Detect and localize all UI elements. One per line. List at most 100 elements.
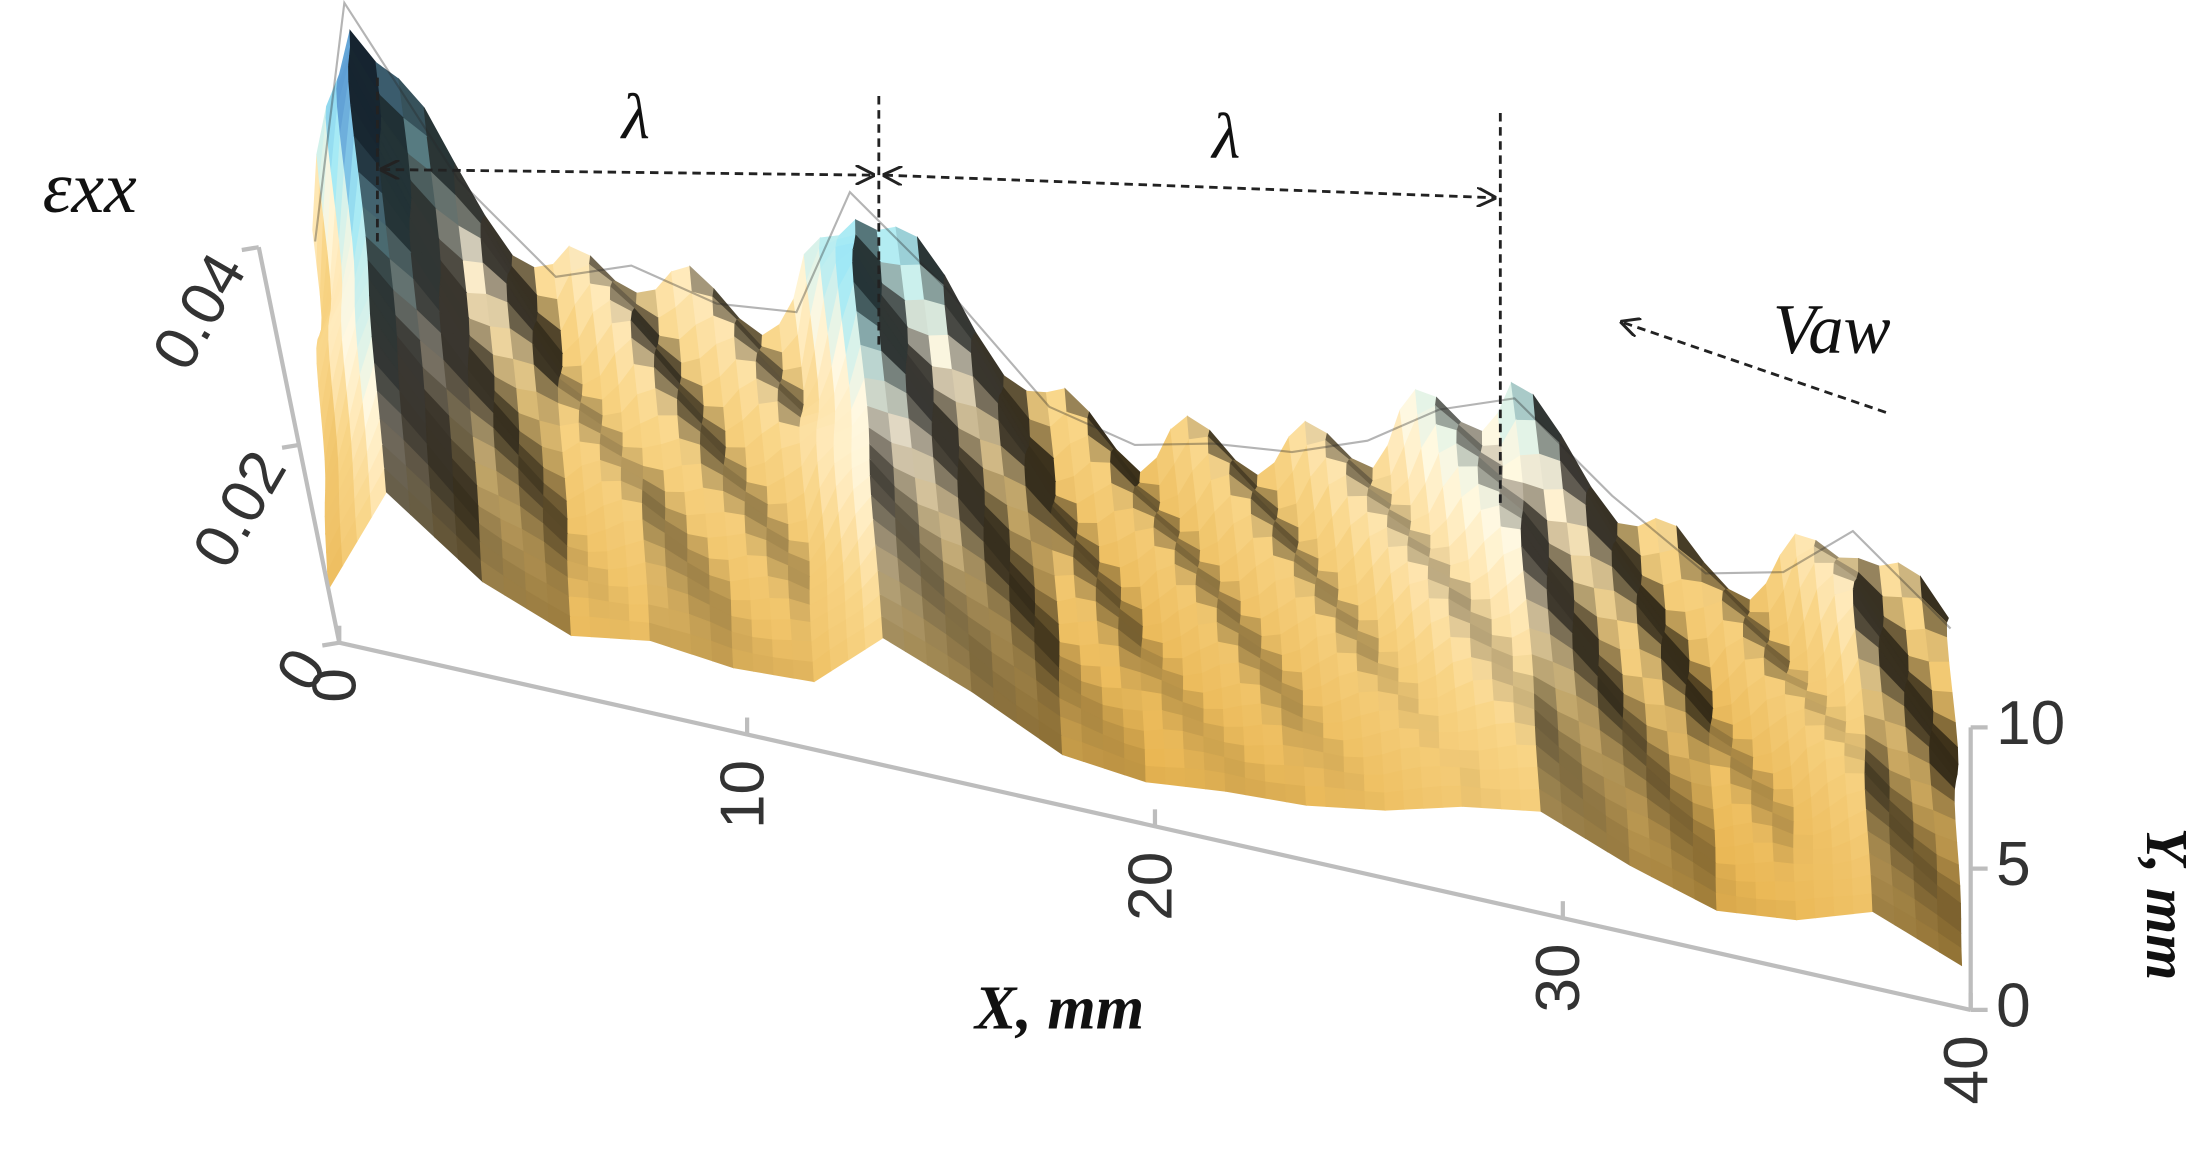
surface-facet bbox=[1183, 672, 1204, 694]
surface-facet bbox=[1162, 729, 1185, 751]
y-tick-label: 10 bbox=[1996, 689, 2065, 758]
surface-facet bbox=[569, 616, 592, 638]
surface-facet bbox=[629, 621, 651, 641]
surface-facet bbox=[1263, 744, 1285, 766]
y-axis-label: Y, mm bbox=[2134, 828, 2200, 981]
x-tick-label: 40 bbox=[1932, 1035, 2001, 1104]
surface-facet bbox=[1323, 721, 1345, 742]
surface-facet bbox=[589, 616, 612, 639]
surface-facet bbox=[1852, 874, 1873, 897]
surface-facet bbox=[1058, 622, 1081, 647]
surface-facet bbox=[1715, 892, 1738, 914]
surface-facet bbox=[1500, 789, 1522, 811]
surface-facet bbox=[1497, 744, 1520, 771]
velocity-arrow bbox=[1622, 322, 1887, 414]
surface-facet bbox=[608, 601, 631, 623]
surface-facet bbox=[1439, 748, 1461, 769]
surface-facet bbox=[1164, 748, 1186, 769]
surface-facet bbox=[1620, 649, 1644, 679]
surface-facet bbox=[1681, 579, 1705, 613]
surface-facet bbox=[1282, 744, 1305, 768]
z-tick bbox=[281, 442, 300, 450]
surface-facet bbox=[567, 515, 589, 537]
surface-facet bbox=[1377, 691, 1400, 712]
surface-facet bbox=[660, 438, 683, 472]
surface-facet bbox=[1813, 864, 1834, 882]
surface-facet bbox=[1733, 822, 1755, 848]
surface-facet bbox=[702, 487, 726, 515]
surface-facet bbox=[1240, 683, 1262, 707]
surface-facet bbox=[1735, 863, 1757, 883]
surface-facet bbox=[1184, 767, 1207, 790]
surface-facet bbox=[1143, 729, 1165, 751]
surface-facet bbox=[1755, 881, 1777, 901]
surface-facet bbox=[1324, 786, 1347, 809]
surface-facet bbox=[1938, 932, 1963, 967]
annotation-lines bbox=[375, 77, 1887, 509]
surface-facet bbox=[1735, 881, 1757, 900]
surface-facet bbox=[728, 555, 750, 583]
surface-facet bbox=[1262, 724, 1284, 747]
surface-facet bbox=[1303, 766, 1326, 788]
surface-facet bbox=[1439, 766, 1462, 787]
surface-facet bbox=[628, 604, 650, 624]
surface-facet bbox=[1186, 415, 1211, 441]
surface-facet bbox=[1478, 747, 1500, 771]
lambda-arrow bbox=[382, 169, 874, 175]
surface-facet bbox=[1401, 766, 1423, 792]
surface-facet bbox=[1364, 791, 1386, 811]
surface-facet bbox=[1399, 728, 1421, 750]
y-tick-label: 0 bbox=[1996, 971, 2031, 1040]
surface-facet bbox=[1832, 878, 1854, 898]
surface-facet bbox=[751, 619, 773, 641]
surface-facet bbox=[1100, 666, 1123, 690]
surface-facet bbox=[663, 465, 686, 493]
surface-facet bbox=[1901, 597, 1926, 632]
surface-facet bbox=[1418, 697, 1440, 717]
lambda-arrow bbox=[884, 175, 1494, 198]
surface-facet bbox=[1265, 781, 1287, 803]
surface-facet bbox=[791, 640, 814, 663]
surface-facet bbox=[1493, 700, 1516, 725]
surface-facet bbox=[1343, 772, 1366, 793]
x-tick-label: 10 bbox=[709, 760, 778, 829]
x-axis-label: X, mm bbox=[973, 974, 1144, 1042]
x-tick-label: 0 bbox=[301, 668, 370, 703]
surface-facet bbox=[681, 463, 704, 494]
z-tick bbox=[241, 245, 260, 253]
surface-facet bbox=[1593, 587, 1618, 622]
surface-facet bbox=[1363, 774, 1386, 794]
surface-facet bbox=[752, 653, 775, 676]
surface-facet bbox=[1616, 620, 1641, 651]
z-tick-label: 0.04 bbox=[139, 242, 259, 381]
surface-facet bbox=[1685, 607, 1708, 642]
surface-facet bbox=[707, 535, 730, 561]
surface-facet bbox=[1480, 788, 1503, 810]
surface-facet bbox=[1774, 881, 1797, 902]
surface-facet bbox=[1479, 769, 1502, 791]
surface-facet bbox=[1833, 895, 1855, 917]
surface-facet bbox=[1773, 861, 1796, 883]
surface-facet bbox=[1460, 785, 1483, 809]
surface-facet bbox=[1813, 880, 1835, 900]
surface-facet bbox=[1495, 722, 1518, 749]
surface-facet bbox=[1285, 784, 1307, 806]
surface-facet bbox=[1141, 690, 1163, 712]
surface-facet bbox=[1142, 710, 1164, 732]
surface-facet bbox=[1221, 683, 1243, 710]
surface-facet bbox=[621, 499, 644, 523]
surface-facet bbox=[1438, 732, 1460, 751]
surface-facet bbox=[746, 555, 769, 580]
surface-facet bbox=[1075, 597, 1098, 624]
surface-facet bbox=[1793, 834, 1814, 851]
surface-facet bbox=[1852, 893, 1874, 915]
surface-facet bbox=[1422, 786, 1444, 809]
surface-facet bbox=[1754, 861, 1776, 883]
surface-facet bbox=[1243, 724, 1265, 747]
surface-facet bbox=[1518, 766, 1541, 791]
surface-facet bbox=[1756, 898, 1778, 918]
surface-facet bbox=[489, 326, 515, 360]
surface-facet bbox=[1183, 749, 1206, 771]
surface-facet bbox=[769, 597, 792, 621]
